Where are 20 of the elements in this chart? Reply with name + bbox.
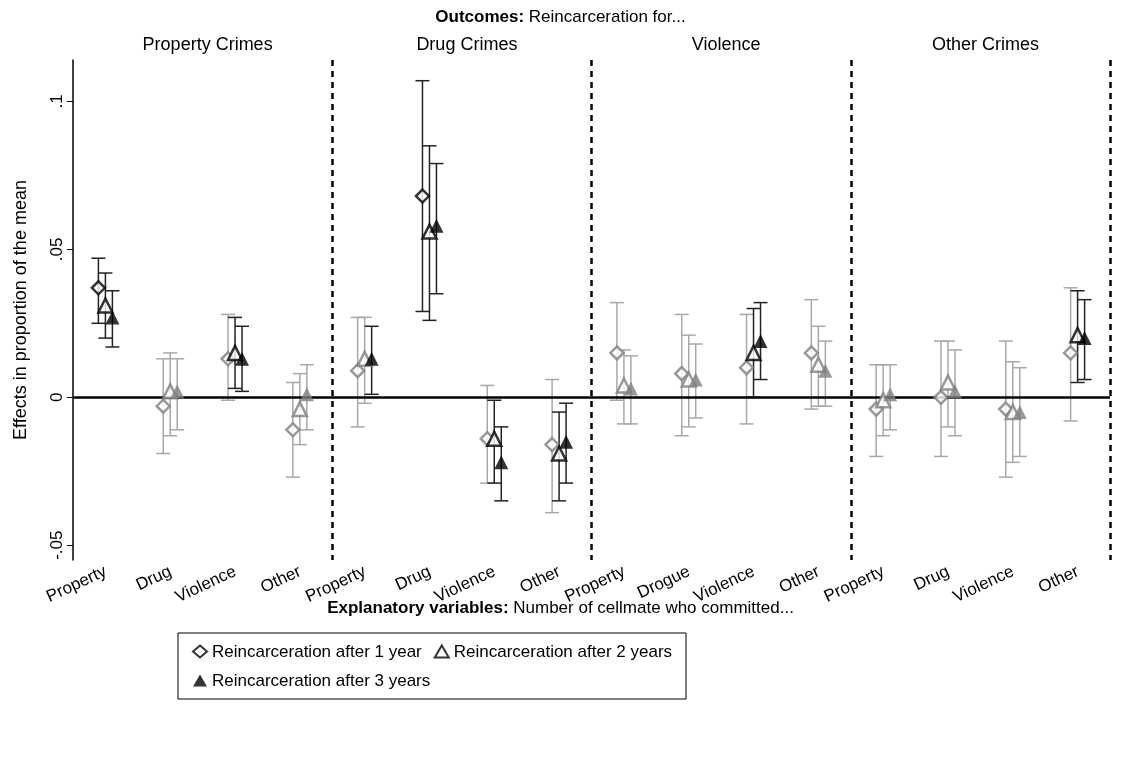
text: Violence (691, 34, 761, 54)
chart-title: Outcomes: Reincarceration for... (435, 7, 686, 26)
legend-label: Reincarceration after 2 years (453, 642, 673, 661)
y-axis-title: Effects in proportion of the mean (10, 180, 30, 440)
x-tick-label: Drug (910, 561, 952, 595)
legend-label: Reincarceration after 1 year (212, 642, 423, 661)
x-tick-label: Drug (132, 561, 175, 595)
x-tick-label: Other (257, 561, 305, 597)
x-tick-label: Other (775, 561, 823, 597)
x-tick-label: Other (1035, 561, 1082, 597)
x-tick-label: Other (516, 561, 564, 597)
text: Property Crimes (142, 34, 273, 54)
legend-label: Reincarceration after 3 years (212, 671, 431, 690)
x-tick-label: Drug (392, 561, 434, 595)
y-tick-label: -.05 (47, 530, 66, 560)
y-tick-label: .1 (47, 94, 66, 109)
y-tick-label: 0 (47, 392, 66, 403)
y-tick-label: .05 (47, 237, 66, 262)
text: Drug Crimes (416, 34, 518, 54)
text: Other Crimes (931, 34, 1039, 54)
